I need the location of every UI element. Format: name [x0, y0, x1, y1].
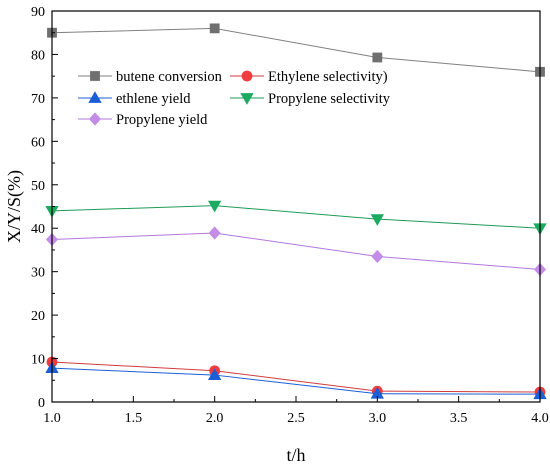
legend-marker [88, 91, 102, 103]
data-point [209, 23, 220, 34]
legend-marker [241, 70, 253, 82]
series-line [51, 232, 541, 270]
legend-label: Propylene selectivity [268, 91, 391, 107]
x-tick-label: 4.0 [531, 411, 549, 426]
y-tick-label: 20 [31, 309, 45, 324]
legend: butene conversion Ethylene selectivity) et… [78, 69, 391, 128]
legend-item: Propylene selectivity [230, 91, 391, 107]
data-point [370, 214, 385, 226]
legend-label: Ethylene selectivity) [268, 69, 388, 85]
y-tick-label: 10 [31, 353, 45, 368]
legend-item: Ethylene selectivity) [230, 69, 388, 85]
y-axis-title: X/Y/S(%) [4, 170, 25, 243]
series-4 [45, 226, 547, 277]
x-tick-label: 1.0 [43, 411, 61, 426]
legend-marker [240, 93, 254, 105]
y-tick-label: 0 [38, 396, 45, 411]
series-2 [45, 361, 547, 400]
data-point [207, 200, 222, 213]
legend-label: butene conversion [116, 69, 223, 85]
series-3 [45, 200, 547, 236]
y-tick-label: 50 [31, 179, 45, 194]
x-tick-label: 1.5 [125, 411, 143, 426]
y-tick-label: 30 [31, 266, 45, 281]
data-point [208, 226, 221, 240]
plot-marks [45, 23, 547, 400]
y-tick-label: 70 [31, 92, 45, 107]
legend-item: ethlene yield [78, 91, 191, 107]
series-line [51, 27, 541, 73]
y-tick-label: 40 [31, 222, 45, 237]
x-tick-label: 3.5 [450, 411, 468, 426]
x-tick-label: 3.0 [369, 411, 387, 426]
x-axis-title: t/h [286, 445, 305, 465]
legend-marker [90, 71, 100, 81]
y-tick-label: 90 [31, 5, 45, 20]
y-tick-label: 60 [31, 135, 45, 150]
legend-item: Propylene yield [78, 112, 208, 128]
axis-ticks: 1.0 1.5 2.0 2.5 3.0 3.5 4.0 0 10 20 30 40 50 60 70 80 90 [31, 5, 549, 426]
y-tick-label: 80 [31, 48, 45, 63]
data-point [207, 368, 222, 380]
x-tick-label: 2.5 [287, 411, 305, 426]
series-line [51, 367, 541, 395]
legend-label: ethlene yield [116, 91, 191, 107]
data-point [371, 249, 384, 264]
series-line [51, 205, 541, 229]
legend-item: butene conversion [78, 69, 223, 85]
data-point [372, 52, 383, 63]
legend-label: Propylene yield [116, 112, 208, 128]
legend-marker [88, 112, 102, 126]
series-line [51, 361, 541, 393]
series-1 [46, 356, 546, 398]
x-tick-label: 2.0 [206, 411, 224, 426]
